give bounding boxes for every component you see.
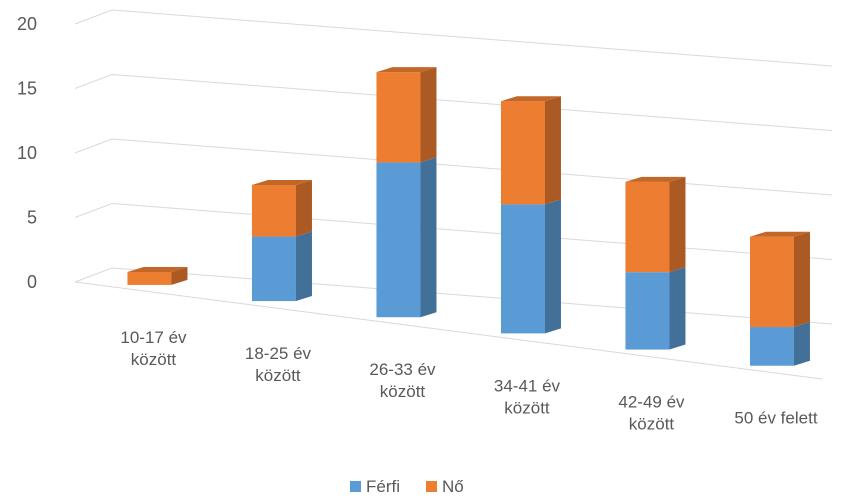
- bars: [127, 67, 810, 366]
- bar-segment-nő: [127, 266, 188, 285]
- gridline: [74, 73, 833, 131]
- bar-stack: [127, 266, 188, 285]
- category-labels: 10-17 év között 18-25 év között 26-33 év közö…: [120, 328, 817, 434]
- gridline: [74, 202, 833, 260]
- bar-segment-nő: [251, 179, 312, 237]
- category-label: 42-49 év között: [618, 393, 685, 434]
- y-axis-ticks: 0 5 10 15 20: [17, 14, 37, 292]
- bar-top: [749, 231, 810, 237]
- gridline: [74, 267, 833, 325]
- legend-label: Nő: [442, 477, 464, 496]
- category-label: 26-33 év között: [369, 360, 436, 401]
- bar-top: [127, 266, 188, 272]
- category-label: 34-41 év között: [494, 376, 561, 417]
- legend: Férfi Nő: [350, 477, 464, 496]
- legend-item: Férfi: [350, 477, 400, 496]
- bar-top: [625, 176, 686, 182]
- category-label: 18-25 év között: [245, 344, 312, 385]
- bar-top: [251, 179, 312, 185]
- y-tick-label: 5: [27, 208, 37, 228]
- y-tick-label: 10: [17, 143, 37, 163]
- legend-label: Férfi: [366, 477, 400, 496]
- gridlines: [74, 9, 833, 380]
- category-label: 10-17 év között: [120, 328, 187, 369]
- y-tick-label: 15: [17, 79, 37, 99]
- bar-stack: [625, 176, 686, 350]
- bar-top: [376, 67, 437, 73]
- legend-item: Nő: [426, 477, 464, 496]
- bar-stack: [500, 96, 561, 334]
- legend-swatch: [350, 481, 361, 492]
- bar-segment-férfi: [376, 157, 437, 318]
- bar-segment-nő: [625, 176, 686, 273]
- bar-segment-nő: [749, 231, 810, 328]
- bar-stack: [749, 231, 810, 366]
- bar-segment-férfi: [749, 322, 810, 366]
- bar-segment-nő: [376, 67, 437, 163]
- legend-swatch: [426, 481, 437, 492]
- bar-segment-férfi: [625, 267, 686, 350]
- bar-segment-férfi: [251, 231, 312, 302]
- bar-stack: [376, 67, 437, 318]
- gridline: [74, 9, 833, 67]
- gridline: [74, 138, 833, 196]
- y-tick-label: 0: [27, 272, 37, 292]
- y-tick-label: 20: [17, 14, 37, 34]
- bar-stack: [251, 179, 312, 302]
- bar-top: [500, 96, 561, 102]
- bar-segment-férfi: [500, 199, 561, 334]
- bar-segment-nő: [500, 96, 561, 205]
- category-label: 50 év felett: [734, 409, 817, 428]
